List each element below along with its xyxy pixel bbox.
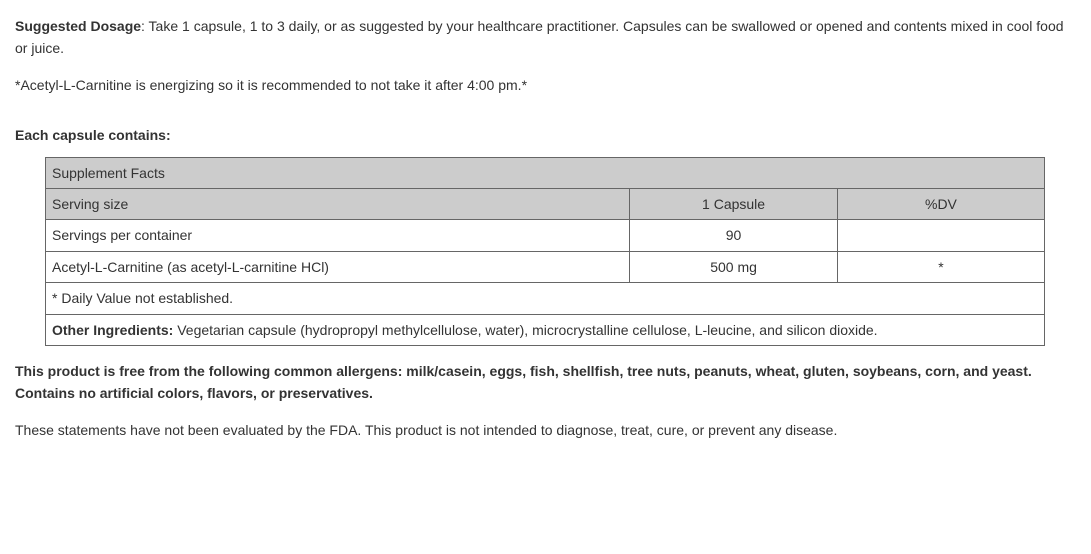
ingredient-label: Acetyl-L-Carnitine (as acetyl-L-carnitin… <box>46 251 630 282</box>
dv-header: %DV <box>837 188 1044 219</box>
dv-note: * Daily Value not established. <box>46 283 1045 314</box>
serving-size-label: Serving size <box>46 188 630 219</box>
table-row: Acetyl-L-Carnitine (as acetyl-L-carnitin… <box>46 251 1045 282</box>
suggested-dosage-paragraph: Suggested Dosage: Take 1 capsule, 1 to 3… <box>15 15 1076 60</box>
ingredient-dv: * <box>837 251 1044 282</box>
fda-disclaimer: These statements have not been evaluated… <box>15 419 1076 441</box>
capsule-contains-heading: Each capsule contains: <box>15 124 1076 146</box>
empty-cell <box>837 220 1044 251</box>
serving-size-value: 1 Capsule <box>630 188 838 219</box>
servings-per-container-label: Servings per container <box>46 220 630 251</box>
table-row: Serving size 1 Capsule %DV <box>46 188 1045 219</box>
ingredient-amount: 500 mg <box>630 251 838 282</box>
other-ingredients-label: Other Ingredients: <box>52 322 177 338</box>
table-row: Servings per container 90 <box>46 220 1045 251</box>
suggested-dosage-text: : Take 1 capsule, 1 to 3 daily, or as su… <box>15 18 1064 56</box>
other-ingredients-text: Vegetarian capsule (hydropropyl methylce… <box>177 322 877 338</box>
table-row: Other Ingredients: Vegetarian capsule (h… <box>46 314 1045 345</box>
table-row: * Daily Value not established. <box>46 283 1045 314</box>
energizing-note: *Acetyl-L-Carnitine is energizing so it … <box>15 74 1076 96</box>
supplement-facts-title: Supplement Facts <box>46 157 1045 188</box>
servings-per-container-value: 90 <box>630 220 838 251</box>
allergen-statement: This product is free from the following … <box>15 360 1076 405</box>
table-row: Supplement Facts <box>46 157 1045 188</box>
suggested-dosage-label: Suggested Dosage <box>15 18 141 34</box>
supplement-facts-table: Supplement Facts Serving size 1 Capsule … <box>45 157 1045 346</box>
other-ingredients-cell: Other Ingredients: Vegetarian capsule (h… <box>46 314 1045 345</box>
